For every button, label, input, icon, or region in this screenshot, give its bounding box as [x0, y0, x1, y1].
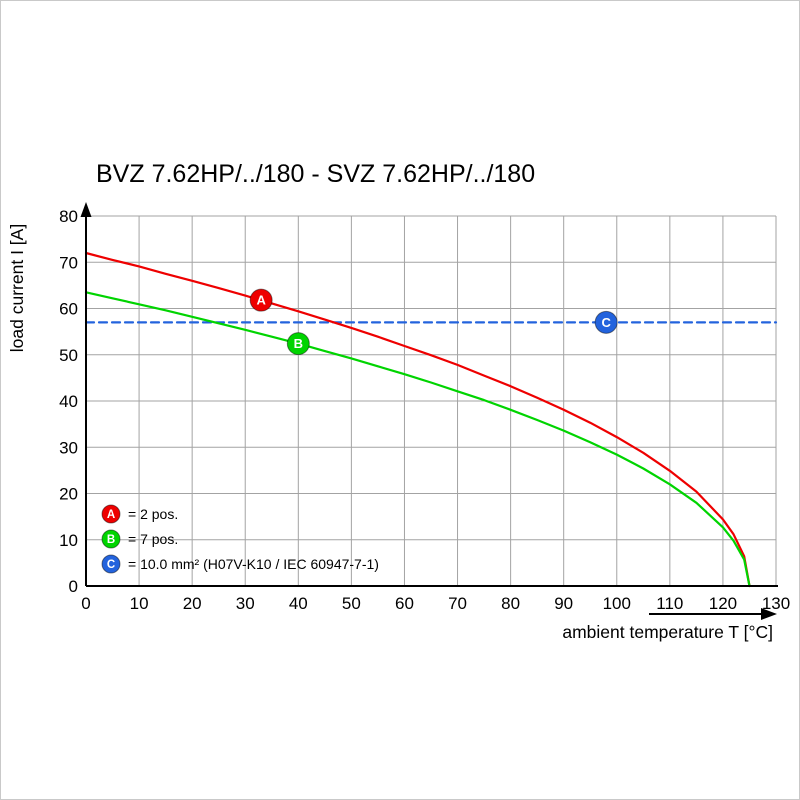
legend: A = 2 pos. B = 7 pos. C = 10.0 mm² (H07V… [101, 504, 379, 574]
legend-label-c: = 10.0 mm² (H07V-K10 / IEC 60947-7-1) [128, 556, 379, 572]
legend-letter-a: A [107, 509, 115, 521]
legend-swatch-b [101, 529, 121, 549]
marker-letter-c: C [601, 315, 611, 330]
legend-item-c: C = 10.0 mm² (H07V-K10 / IEC 60947-7-1) [101, 554, 379, 574]
legend-label-a: = 2 pos. [128, 506, 178, 522]
marker-circle-c [594, 310, 618, 334]
x-tick-label: 70 [448, 594, 467, 613]
marker-b: B [286, 332, 310, 356]
y-tick-label: 50 [59, 346, 78, 365]
x-tick-label: 0 [81, 594, 90, 613]
curve-b [84, 291, 751, 588]
x-tick-label: 120 [709, 594, 737, 613]
legend-letter-c: C [107, 559, 115, 571]
x-tick-label: 50 [342, 594, 361, 613]
y-tick-label: 60 [59, 300, 78, 319]
x-tick-label: 20 [183, 594, 202, 613]
legend-item-b: B = 7 pos. [101, 529, 178, 549]
legend-label-b: = 7 pos. [128, 531, 178, 547]
curve-a [84, 251, 751, 588]
marker-a: A [249, 288, 273, 312]
y-tick-label: 30 [59, 438, 78, 457]
y-tick-label: 20 [59, 485, 78, 504]
y-tick-label: 0 [69, 577, 78, 596]
chart-title: BVZ 7.62HP/../180 - SVZ 7.62HP/../180 [96, 160, 535, 188]
x-tick-label: 10 [130, 594, 149, 613]
x-tick-label: 60 [395, 594, 414, 613]
y-axis-arrow [80, 202, 92, 217]
x-tick-label: 80 [501, 594, 520, 613]
marker-c: C [594, 310, 618, 334]
marker-circle-a [249, 288, 273, 312]
marker-letter-b: B [294, 336, 303, 351]
x-axis-label: ambient temperature T [°C] [562, 622, 773, 642]
y-tick-label: 10 [59, 531, 78, 550]
legend-swatch-a [101, 504, 121, 524]
legend-letter-b: B [107, 534, 115, 546]
plot-area: 0 10 20 30 40 50 60 70 80 90 100 110 120 130 0 10 20 30 40… [59, 202, 790, 620]
x-axis-arrow-head [761, 608, 777, 620]
y-tick-label: 40 [59, 392, 78, 411]
x-tick-label: 90 [554, 594, 573, 613]
marker-letter-a: A [256, 293, 266, 308]
x-tick-label: 100 [603, 594, 631, 613]
y-tick-label: 70 [59, 253, 78, 272]
marker-circle-b [286, 332, 310, 356]
x-tick-label: 130 [762, 594, 790, 613]
legend-swatch-c [101, 554, 121, 574]
x-tick-label: 30 [236, 594, 255, 613]
x-tick-label: 40 [289, 594, 308, 613]
y-axis-label: load current I [A] [7, 224, 27, 352]
y-tick-label: 80 [59, 207, 78, 226]
legend-item-a: A = 2 pos. [101, 504, 178, 524]
x-tick-label: 110 [656, 594, 683, 613]
